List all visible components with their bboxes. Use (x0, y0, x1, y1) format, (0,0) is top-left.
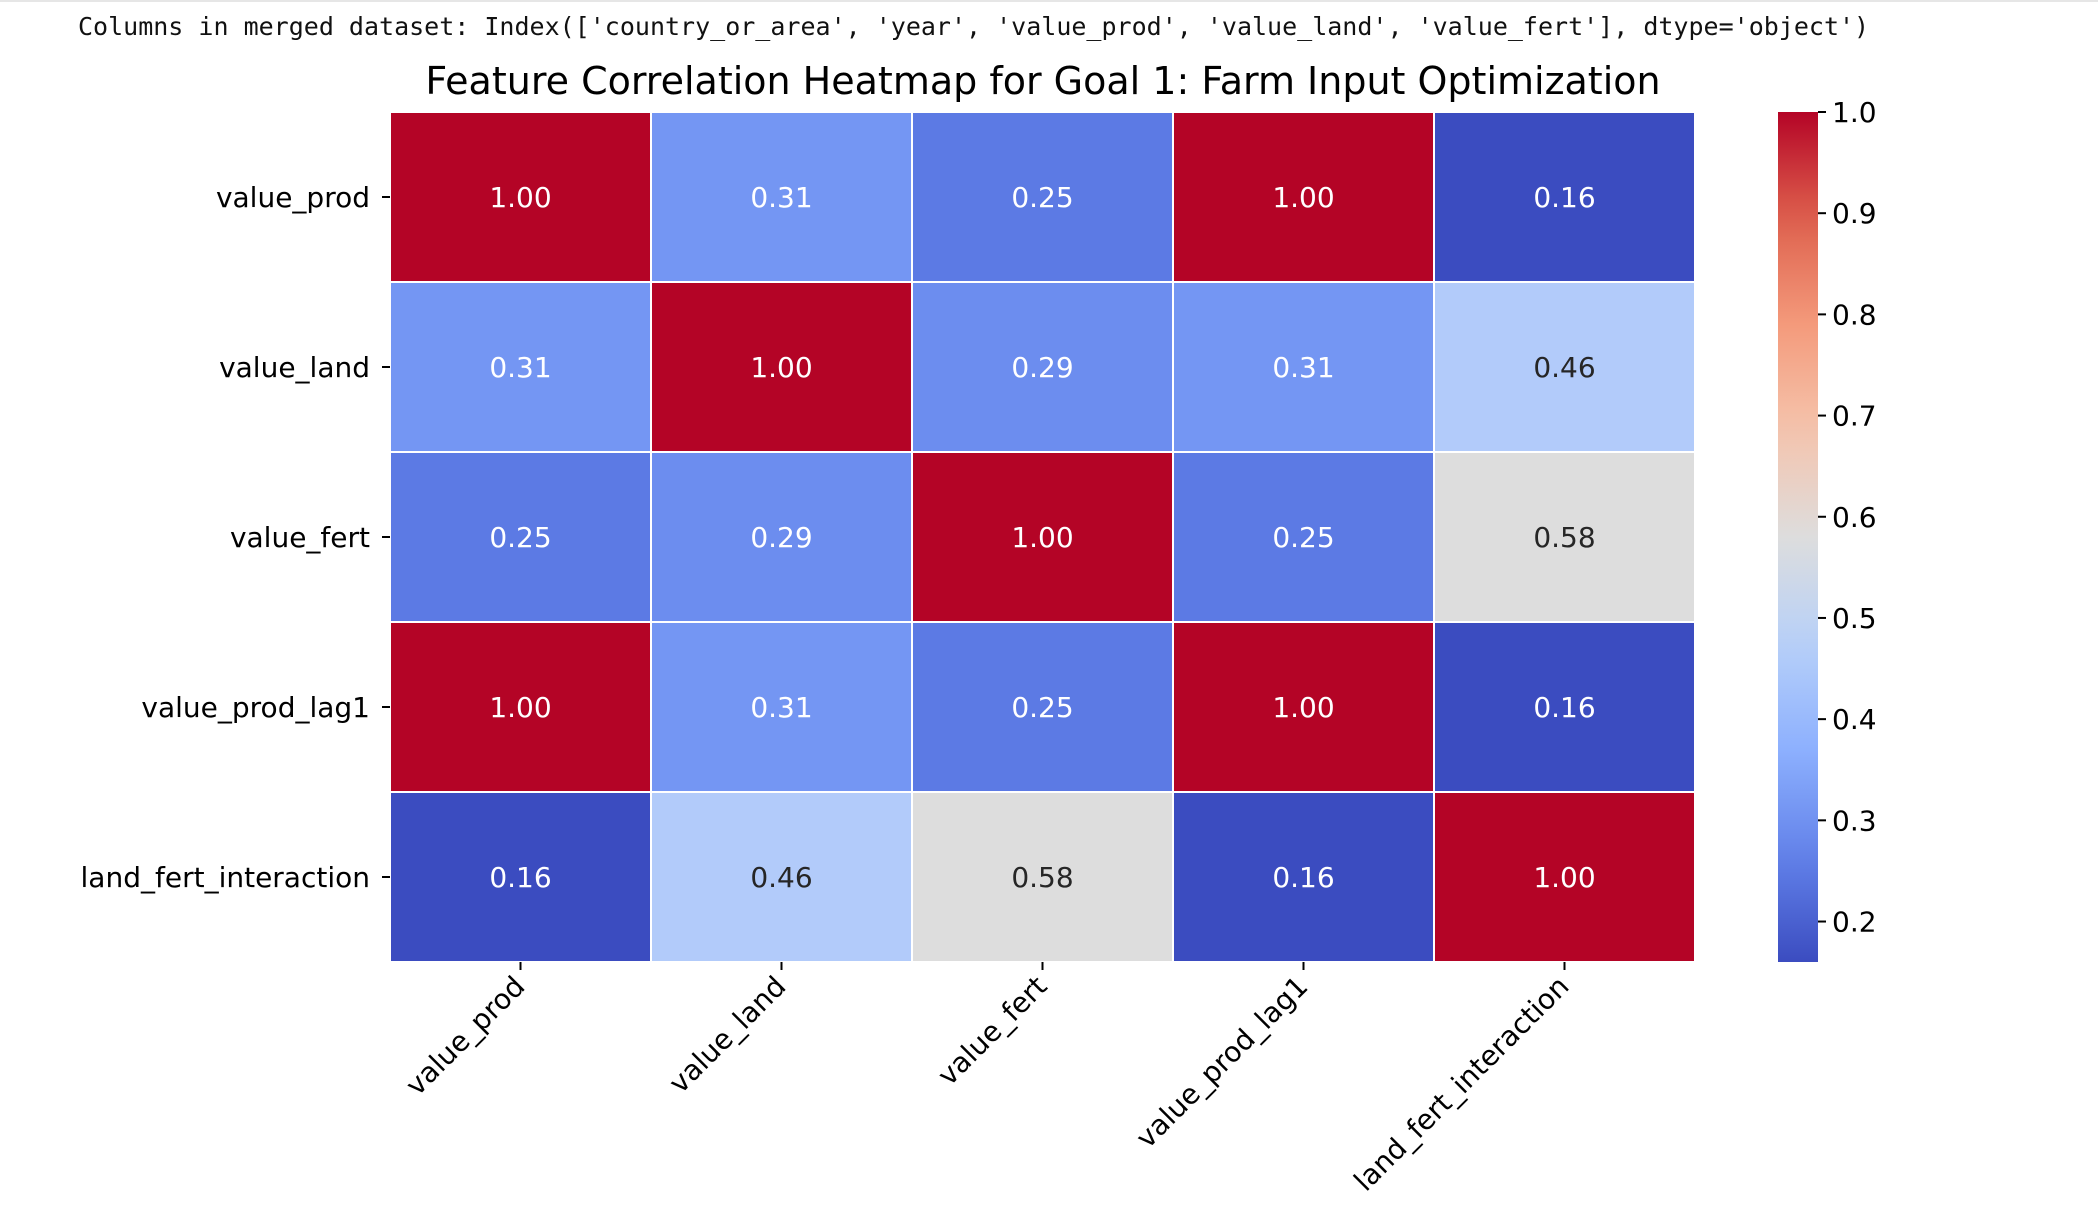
colorbar-tick-label: 0.9 (1832, 197, 1877, 230)
heatmap-cell (389, 281, 652, 453)
heatmap-cell (389, 791, 652, 963)
cell-value-label: 0.25 (1272, 521, 1334, 554)
cell-value-label: 0.58 (1533, 521, 1595, 554)
y-tick-label: value_prod_lag1 (141, 691, 370, 724)
colorbar-tick-label: 0.8 (1832, 298, 1877, 331)
cell-value-label: 1.00 (1011, 521, 1073, 554)
cell-output-text: Columns in merged dataset: Index(['count… (78, 12, 1870, 41)
cell-value-label: 0.31 (750, 691, 812, 724)
y-tick-label: value_land (219, 351, 370, 384)
chart-title: Feature Correlation Heatmap for Goal 1: … (425, 59, 1660, 103)
y-tick-label: value_prod (216, 181, 370, 214)
heatmap-cell (1172, 281, 1435, 453)
x-tick-label: value_prod_lag1 (1129, 970, 1314, 1155)
cell-value-label: 1.00 (750, 351, 812, 384)
heatmap-cell (650, 791, 913, 963)
cell-value-label: 0.16 (1533, 181, 1595, 214)
heatmap-cell (389, 111, 652, 283)
cell-value-label: 0.16 (1533, 691, 1595, 724)
cell-value-label: 0.31 (489, 351, 551, 384)
row-labels: value_prod value_land value_fert value_prod… (81, 181, 390, 894)
cell-value-label: 1.00 (1533, 861, 1595, 894)
heatmap-cell (911, 451, 1174, 623)
cell-value-label: 0.31 (1272, 351, 1334, 384)
x-tick-label: land_fert_interaction (1347, 970, 1575, 1198)
colorbar-tick-label: 0.4 (1832, 703, 1877, 736)
column-labels: value_prod value_land value_fert value_prod… (399, 962, 1575, 1198)
colorbar-tick-label: 0.7 (1832, 400, 1877, 433)
cell-value-label: 1.00 (489, 181, 551, 214)
cell-value-label: 0.58 (1011, 861, 1073, 894)
cell-divider (0, 0, 2098, 2)
heatmap-cell (1433, 111, 1696, 283)
cell-value-label: 0.25 (1011, 181, 1073, 214)
cell-value-label: 0.16 (1272, 861, 1334, 894)
heatmap-cell (650, 281, 913, 453)
heatmap-cells: 1.00 0.31 0.25 1.00 0.16 0.31 1.00 0.29 0.31 0.46… (389, 111, 1696, 963)
cell-value-label: 0.29 (1011, 351, 1073, 384)
heatmap-cell (1433, 281, 1696, 453)
heatmap-cell (911, 621, 1174, 793)
x-tick-label: value_land (662, 970, 792, 1100)
colorbar-gradient (1778, 112, 1818, 962)
cell-value-label: 0.16 (489, 861, 551, 894)
colorbar: 0.2 0.3 0.4 0.5 0.6 0.7 0.8 0.9 1.0 (1778, 96, 1877, 962)
cell-value-label: 0.46 (1533, 351, 1595, 384)
cell-value-label: 1.00 (489, 691, 551, 724)
x-tick-label: value_prod (399, 970, 531, 1102)
cell-value-label: 1.00 (1272, 691, 1334, 724)
cell-value-label: 0.25 (1011, 691, 1073, 724)
cell-value-label: 0.25 (489, 521, 551, 554)
heatmap-cell (1433, 621, 1696, 793)
cell-value-label: 0.29 (750, 521, 812, 554)
colorbar-tick-label: 0.2 (1832, 906, 1877, 939)
heatmap-cell (911, 111, 1174, 283)
colorbar-tick-label: 0.6 (1832, 501, 1877, 534)
cell-value-label: 0.46 (750, 861, 812, 894)
heatmap-cell (650, 451, 913, 623)
x-tick-label: value_fert (931, 970, 1053, 1092)
heatmap-cell (389, 621, 652, 793)
heatmap-cell (1172, 451, 1435, 623)
heatmap-cell (1433, 451, 1696, 623)
colorbar-tick-label: 0.5 (1832, 602, 1877, 635)
y-tick-label: land_fert_interaction (81, 861, 370, 894)
heatmap-cell (911, 281, 1174, 453)
heatmap-cell (1172, 791, 1435, 963)
colorbar-tick-label: 1.0 (1832, 96, 1877, 129)
y-tick-label: value_fert (230, 521, 370, 554)
cell-value-label: 0.31 (750, 181, 812, 214)
cell-value-label: 1.00 (1272, 181, 1334, 214)
colorbar-tick-label: 0.3 (1832, 804, 1877, 837)
